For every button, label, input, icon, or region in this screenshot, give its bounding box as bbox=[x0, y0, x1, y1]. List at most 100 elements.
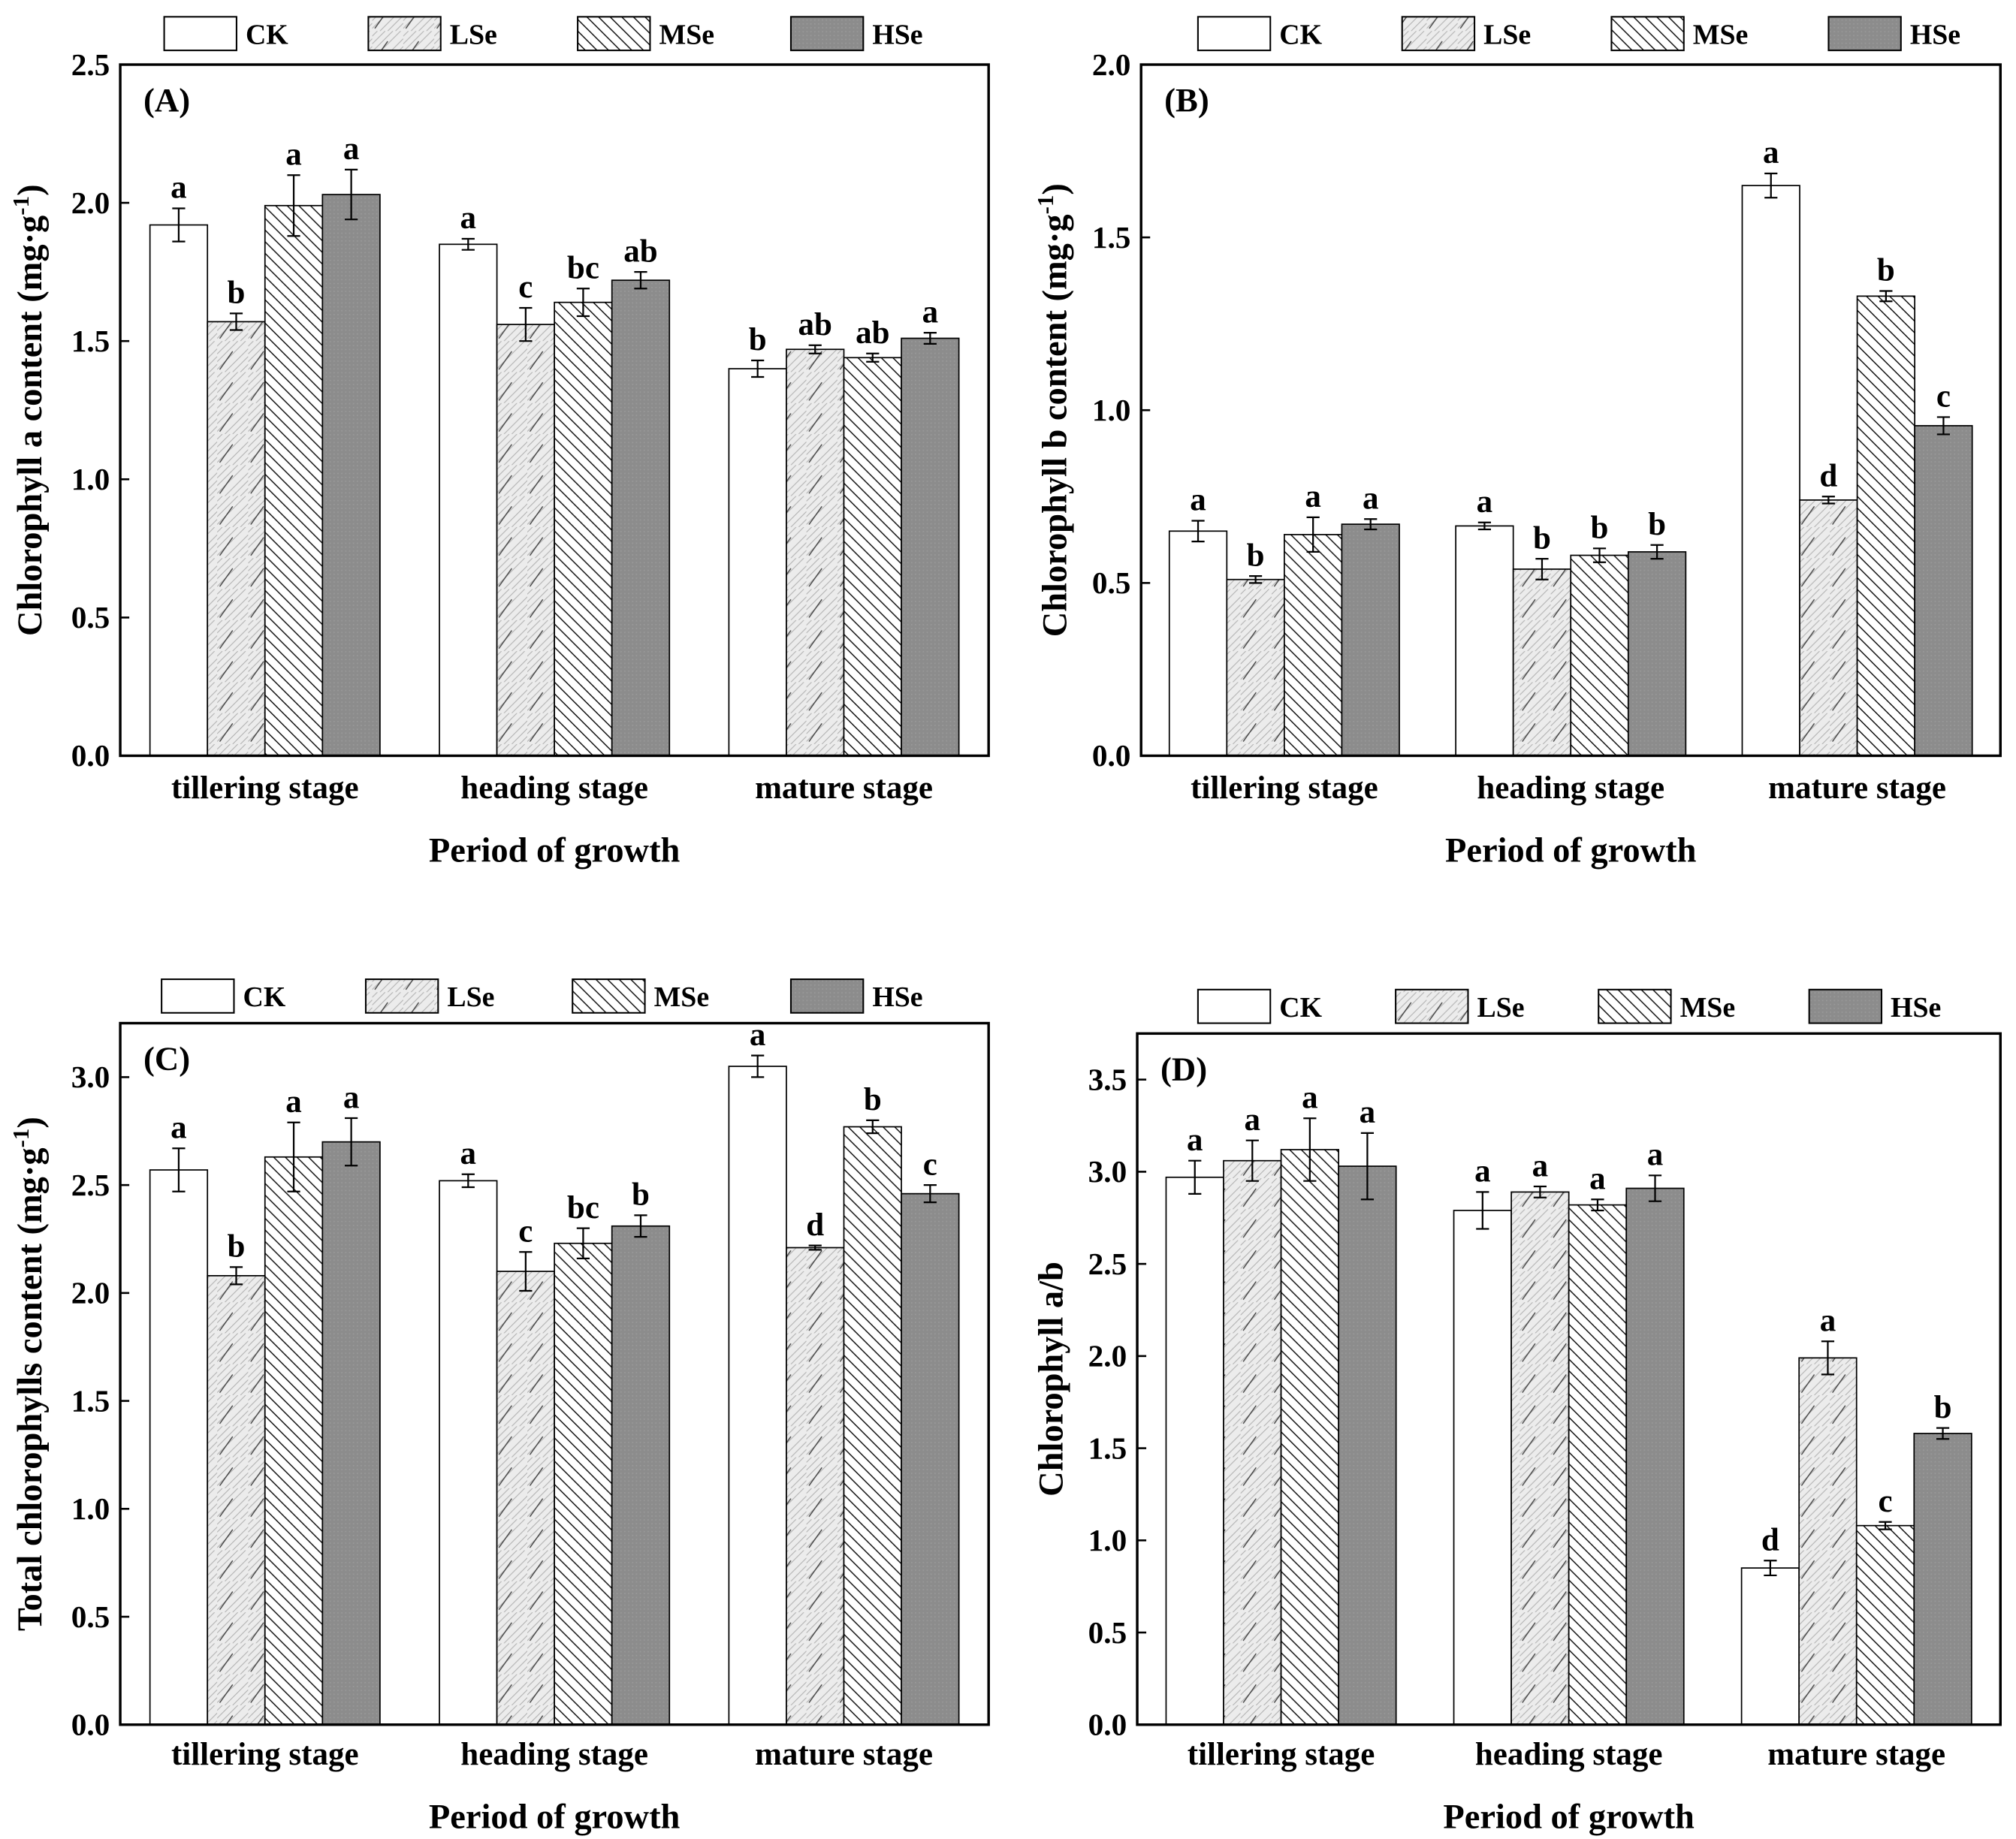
error-bar bbox=[1477, 521, 1492, 531]
error-bar bbox=[1936, 1427, 1950, 1440]
y-axis-title: Chlorophyll a content (mg·g-1) bbox=[8, 184, 50, 636]
error-bar bbox=[576, 1227, 590, 1259]
panel-a: CK LSe MSe HSe 0.0 0.5 1.0 1.5 2.0 2.5 tillering s… bbox=[8, 16, 990, 870]
bar-mse bbox=[264, 204, 324, 757]
error-bar bbox=[1303, 1117, 1317, 1182]
bar-lse bbox=[496, 1271, 555, 1726]
significance-letter: a bbox=[1477, 484, 1493, 520]
bar-ck bbox=[149, 224, 209, 757]
y-tick-label: 2.0 bbox=[71, 1276, 110, 1310]
y-axis-title-main: Chlorophyll a content (mg·g bbox=[11, 216, 50, 636]
plot-frame bbox=[119, 63, 990, 758]
significance-letter: a bbox=[171, 1111, 187, 1146]
bar-lse bbox=[1226, 578, 1285, 757]
x-tick-label: heading stage bbox=[460, 1737, 648, 1772]
bar-mse bbox=[843, 1126, 902, 1726]
bar-ck bbox=[728, 368, 787, 757]
significance-letter: a bbox=[285, 1084, 302, 1120]
legend-swatch-mse bbox=[572, 978, 646, 1014]
panel-c: CK LSe MSe HSe 0.0 0.5 1.0 1.5 2.0 2.5 3.0 tillerin… bbox=[8, 978, 990, 1836]
error-bar bbox=[1533, 1185, 1547, 1198]
x-tick-label: mature stage bbox=[1767, 1737, 1945, 1772]
error-bar bbox=[634, 271, 647, 290]
y-tick-label: 0.5 bbox=[1088, 1615, 1127, 1650]
legend-swatch-hse bbox=[789, 978, 865, 1014]
y-tick-label: 1.5 bbox=[71, 324, 110, 358]
bar-lse bbox=[1799, 499, 1858, 757]
significance-letter: a bbox=[750, 1017, 765, 1053]
bar-mse bbox=[1570, 554, 1629, 757]
error-bar bbox=[519, 1251, 533, 1292]
bar-hse bbox=[1627, 551, 1687, 757]
x-axis-title: Period of growth bbox=[429, 1798, 681, 1836]
bar-ck bbox=[149, 1169, 209, 1726]
y-tick-label: 0.0 bbox=[1092, 738, 1131, 773]
bar-ck bbox=[1741, 185, 1800, 757]
error-bar bbox=[866, 1119, 880, 1135]
y-tick-label: 2.0 bbox=[1088, 1339, 1127, 1373]
significance-letter: b bbox=[1533, 520, 1551, 556]
error-bar bbox=[172, 207, 186, 243]
bar-hse bbox=[1625, 1187, 1685, 1726]
x-tick-label: mature stage bbox=[1768, 770, 1946, 806]
y-tick-label: 2.5 bbox=[71, 47, 110, 82]
y-tick-label: 1.5 bbox=[1092, 220, 1131, 255]
significance-letter: a bbox=[1820, 1303, 1836, 1338]
bar-mse bbox=[843, 357, 902, 757]
y-tick-label: 1.0 bbox=[71, 1491, 110, 1526]
legend-swatch-ck bbox=[163, 16, 237, 52]
significance-letter: a bbox=[922, 294, 938, 330]
bar-mse bbox=[264, 1156, 324, 1726]
error-bar bbox=[1535, 558, 1549, 580]
bar-hse bbox=[321, 1141, 381, 1726]
y-tick-label: 1.0 bbox=[1092, 393, 1131, 427]
significance-letter: a bbox=[285, 137, 302, 173]
bar-lse bbox=[786, 1247, 845, 1726]
y-tick-label: 3.5 bbox=[1088, 1062, 1127, 1096]
bar-lse bbox=[496, 324, 555, 757]
significance-letter: d bbox=[1761, 1523, 1779, 1558]
error-bar bbox=[1879, 1521, 1892, 1530]
bar-hse bbox=[1338, 1165, 1397, 1726]
panel-b: CK LSe MSe HSe 0.0 0.5 1.0 1.5 2.0 tillering stag… bbox=[1032, 16, 2002, 870]
legend-label-lse: LSe bbox=[447, 981, 494, 1013]
significance-letter: b bbox=[864, 1082, 882, 1117]
legend-label-hse: HSe bbox=[872, 19, 922, 50]
error-bar bbox=[808, 1244, 822, 1251]
x-tick-label: mature stage bbox=[755, 1737, 933, 1772]
bar-hse bbox=[611, 1225, 671, 1726]
y-tick-label: 0.5 bbox=[71, 600, 110, 635]
bar-mse bbox=[554, 1242, 613, 1726]
x-tick-label: tillering stage bbox=[1191, 770, 1378, 806]
y-tick-label: 1.5 bbox=[71, 1383, 110, 1418]
bar-mse bbox=[1568, 1204, 1628, 1726]
legend-swatch-mse bbox=[1598, 988, 1672, 1024]
bar-ck bbox=[728, 1066, 787, 1726]
error-bar bbox=[1591, 1198, 1604, 1212]
error-bar bbox=[634, 1214, 647, 1238]
error-bar bbox=[923, 1184, 937, 1204]
error-bar bbox=[1592, 547, 1607, 563]
legend-label-ck: CK bbox=[243, 981, 286, 1013]
significance-letter: c bbox=[1878, 1484, 1892, 1519]
significance-letter: b bbox=[632, 1177, 650, 1213]
error-bar bbox=[519, 306, 533, 342]
y-tick-label: 1.0 bbox=[1088, 1523, 1127, 1557]
plot-frame bbox=[1136, 1032, 2002, 1726]
significance-letter: b bbox=[749, 322, 767, 357]
legend-label-ck: CK bbox=[246, 19, 288, 50]
y-tick-label: 0.0 bbox=[71, 1708, 110, 1742]
x-tick-label: tillering stage bbox=[1188, 1737, 1375, 1772]
bar-ck bbox=[1453, 1210, 1512, 1726]
significance-letter: a bbox=[1190, 483, 1206, 518]
panel-label: (B) bbox=[1164, 81, 1209, 119]
significance-letter: a bbox=[460, 200, 477, 236]
significance-letter: b bbox=[1591, 511, 1609, 546]
bar-mse bbox=[1855, 1524, 1915, 1726]
bar-lse bbox=[1798, 1357, 1858, 1726]
bar-mse bbox=[1856, 295, 1916, 757]
y-tick-label: 2.0 bbox=[1092, 47, 1131, 82]
legend-label-mse: MSe bbox=[1680, 992, 1736, 1024]
error-bar bbox=[1245, 1139, 1259, 1182]
bar-mse bbox=[1280, 1149, 1339, 1726]
